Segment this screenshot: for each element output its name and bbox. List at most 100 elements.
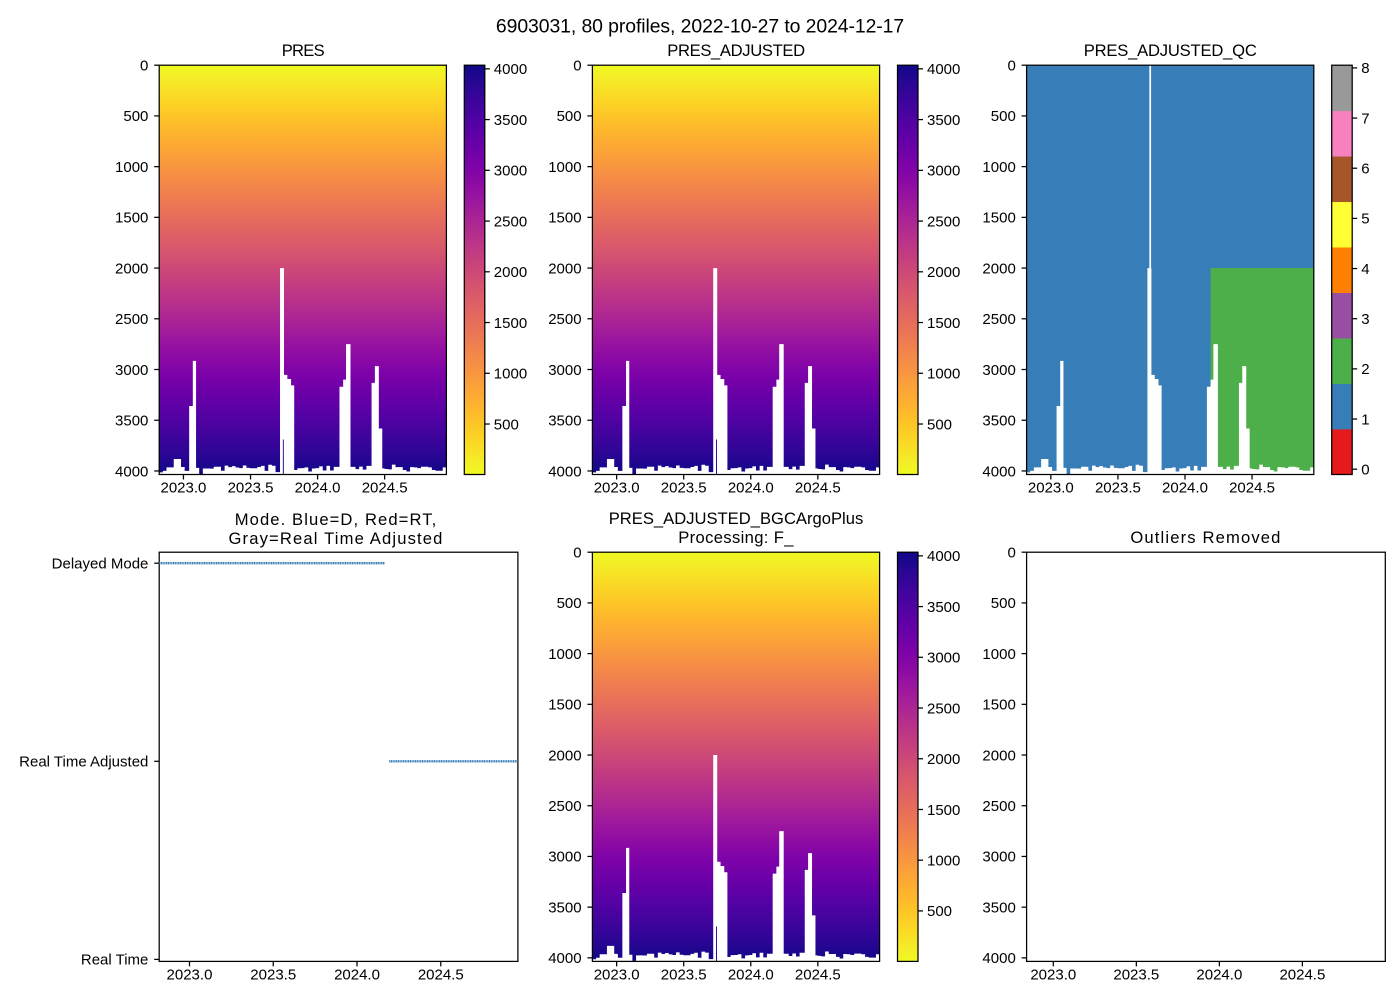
svg-text:3500: 3500 [982,899,1015,916]
svg-text:1500: 1500 [982,210,1015,227]
svg-text:2000: 2000 [548,747,581,764]
svg-text:4000: 4000 [927,61,960,78]
svg-text:2500: 2500 [548,311,581,328]
svg-text:PRES_ADJUSTED_QC: PRES_ADJUSTED_QC [1084,41,1257,60]
svg-text:500: 500 [927,903,952,920]
svg-text:3000: 3000 [494,163,527,180]
svg-text:4000: 4000 [548,463,581,480]
svg-text:1500: 1500 [494,315,527,332]
svg-text:Delayed Mode: Delayed Mode [52,556,149,573]
svg-text:5: 5 [1361,211,1369,228]
svg-text:2500: 2500 [548,798,581,815]
svg-text:4000: 4000 [927,548,960,565]
svg-text:2023.5: 2023.5 [661,966,707,983]
svg-text:0: 0 [1361,462,1369,479]
svg-text:0: 0 [1007,58,1015,75]
svg-text:2024.5: 2024.5 [418,966,464,983]
svg-text:2024.5: 2024.5 [1229,479,1275,496]
svg-text:2024.5: 2024.5 [362,479,408,496]
svg-text:2500: 2500 [927,213,960,230]
svg-text:2023.0: 2023.0 [1028,479,1074,496]
svg-text:500: 500 [557,108,582,125]
svg-text:1500: 1500 [548,697,581,714]
svg-text:2000: 2000 [115,260,148,277]
svg-text:3000: 3000 [115,362,148,379]
svg-text:PRES_ADJUSTED: PRES_ADJUSTED [667,41,805,60]
svg-text:500: 500 [991,595,1016,612]
svg-text:1000: 1000 [115,159,148,176]
svg-text:1000: 1000 [548,646,581,663]
svg-text:3000: 3000 [982,849,1015,866]
svg-text:500: 500 [991,108,1016,125]
svg-text:2024.5: 2024.5 [795,966,841,983]
svg-text:2500: 2500 [927,700,960,717]
svg-text:2024.5: 2024.5 [1279,966,1325,983]
svg-text:3500: 3500 [115,413,148,430]
svg-text:7: 7 [1361,110,1369,127]
svg-text:0: 0 [1007,545,1015,562]
svg-text:500: 500 [123,108,148,125]
svg-text:2000: 2000 [548,260,581,277]
svg-text:3500: 3500 [548,899,581,916]
svg-text:3500: 3500 [494,112,527,129]
svg-text:1000: 1000 [927,366,960,383]
svg-text:1500: 1500 [982,697,1015,714]
svg-text:3500: 3500 [927,599,960,616]
svg-text:4000: 4000 [982,463,1015,480]
svg-text:2023.5: 2023.5 [661,479,707,496]
svg-text:3000: 3000 [927,650,960,667]
svg-text:3500: 3500 [982,413,1015,430]
svg-text:2023.0: 2023.0 [167,966,213,983]
svg-text:2000: 2000 [494,264,527,281]
svg-text:6: 6 [1361,161,1369,178]
svg-text:8: 8 [1361,60,1369,77]
svg-text:4: 4 [1361,261,1369,278]
svg-text:2023.5: 2023.5 [1095,479,1141,496]
svg-text:1000: 1000 [494,366,527,383]
svg-text:2024.0: 2024.0 [295,479,341,496]
svg-text:PRES_ADJUSTED_BGCArgoPlus: PRES_ADJUSTED_BGCArgoPlus [609,509,864,528]
svg-text:2000: 2000 [927,264,960,281]
svg-text:Gray=Real Time Adjusted: Gray=Real Time Adjusted [229,529,444,548]
svg-text:2000: 2000 [982,260,1015,277]
svg-text:4000: 4000 [982,950,1015,967]
svg-text:2: 2 [1361,361,1369,378]
svg-text:1500: 1500 [927,802,960,819]
svg-text:2500: 2500 [115,311,148,328]
svg-text:4000: 4000 [548,950,581,967]
svg-text:1500: 1500 [548,210,581,227]
svg-text:2024.0: 2024.0 [728,966,774,983]
svg-text:2023.5: 2023.5 [228,479,274,496]
svg-text:2023.5: 2023.5 [250,966,296,983]
svg-text:3000: 3000 [548,362,581,379]
svg-text:1000: 1000 [927,853,960,870]
svg-text:1500: 1500 [927,315,960,332]
svg-text:3500: 3500 [927,112,960,129]
svg-text:4000: 4000 [115,463,148,480]
svg-text:2023.0: 2023.0 [594,966,640,983]
svg-text:500: 500 [927,416,952,433]
svg-text:PRES: PRES [282,41,325,60]
svg-text:0: 0 [573,58,581,75]
svg-text:2024.0: 2024.0 [1162,479,1208,496]
svg-text:4000: 4000 [494,61,527,78]
svg-text:2000: 2000 [927,751,960,768]
svg-text:2000: 2000 [982,747,1015,764]
svg-text:2024.0: 2024.0 [1196,966,1242,983]
svg-text:2500: 2500 [982,798,1015,815]
svg-text:1000: 1000 [548,159,581,176]
svg-text:Real Time: Real Time [81,952,149,969]
svg-text:2023.5: 2023.5 [1113,966,1159,983]
svg-text:3000: 3000 [982,362,1015,379]
svg-text:Processing: F_: Processing: F_ [678,528,794,547]
svg-text:Mode. Blue=D, Red=RT,: Mode. Blue=D, Red=RT, [235,510,438,529]
svg-text:3000: 3000 [927,163,960,180]
svg-text:3: 3 [1361,311,1369,328]
svg-text:1000: 1000 [982,159,1015,176]
svg-text:2023.0: 2023.0 [161,479,207,496]
svg-text:2024.0: 2024.0 [728,479,774,496]
svg-text:2024.0: 2024.0 [334,966,380,983]
svg-text:1500: 1500 [115,210,148,227]
svg-text:500: 500 [557,595,582,612]
svg-text:3500: 3500 [548,413,581,430]
